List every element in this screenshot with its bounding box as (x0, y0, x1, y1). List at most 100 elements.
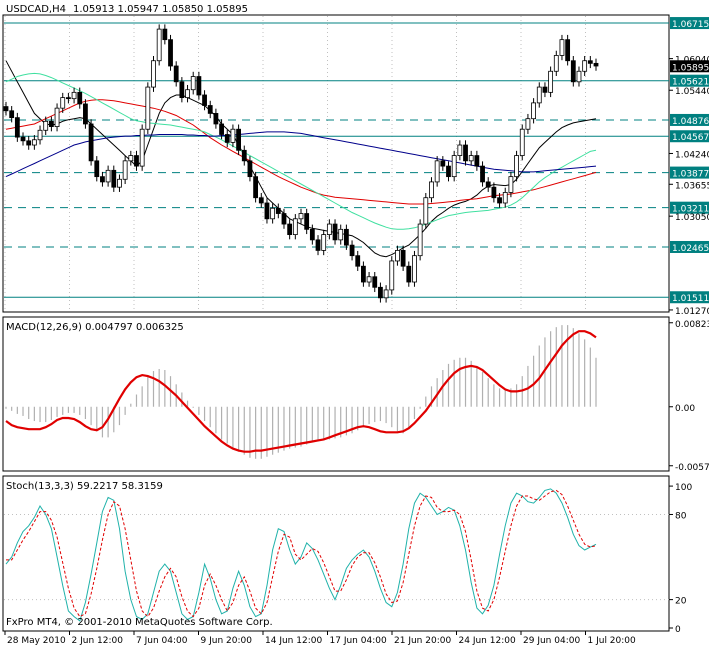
candle-body (247, 160, 253, 178)
candle-body (525, 118, 531, 130)
copyright-text: FxPro MT4, © 2001-2010 MetaQuotes Softwa… (6, 617, 273, 628)
stoch-tick-label: 20 (675, 597, 687, 607)
candle-body (326, 223, 332, 236)
candle-body (309, 228, 315, 241)
stoch-title: Stoch(13,3,3) 59.2217 58.3159 (6, 481, 163, 492)
level-tag (670, 166, 709, 179)
candle-body (343, 228, 349, 246)
candle-body (593, 62, 599, 67)
candle-body (128, 155, 134, 162)
candle-body (332, 223, 338, 241)
level-tag-label: 1.05621 (672, 78, 709, 88)
candle-body (54, 107, 60, 127)
macd-pane: 0.00823 0.00 -0.00578 MACD(12,26,9) 0.0047… (2, 316, 709, 473)
candle-body (292, 218, 298, 236)
candle-body (145, 86, 151, 130)
candle-body (548, 70, 554, 93)
candle-body (219, 123, 224, 135)
candle-body (349, 244, 355, 257)
candle-body (287, 223, 293, 236)
candle-body (412, 255, 417, 283)
time-tick-label: 9 Jun 20:00 (201, 636, 253, 646)
candle-body (60, 97, 66, 109)
chart-ohlc: 1.05913 1.05947 1.05850 1.05895 (73, 4, 248, 15)
macd-plot (5, 325, 597, 459)
price-tick-label: 1.04240 (675, 150, 709, 160)
moving-average-line (5, 131, 597, 178)
candle-body (440, 160, 446, 167)
time-tick-label: 17 Jun 04:00 (330, 636, 387, 646)
price-axis: 1.06715 1.05621 1.04876 1.04567 1.03877 1.032… (669, 17, 709, 317)
candle-body (417, 223, 423, 257)
candle-body (264, 202, 270, 220)
candle-body (213, 113, 219, 125)
candle-body (236, 128, 241, 151)
candle-body (134, 155, 139, 167)
time-tick-label: 14 Jun 12:00 (265, 636, 322, 646)
current-price-tag (670, 60, 709, 73)
price-tick-label: 1.03050 (675, 213, 709, 223)
price-tick-label: 1.03655 (675, 181, 709, 191)
macd-pane-border (2, 316, 670, 472)
candle-body (406, 265, 412, 283)
macd-axis: 0.00823 0.00 -0.00578 (669, 320, 709, 473)
moving-average-line (5, 60, 597, 258)
stoch-signal-line (6, 489, 597, 618)
candle-body (559, 39, 565, 56)
candle-body (258, 197, 264, 204)
level-lines (4, 22, 669, 298)
candle-body (71, 91, 77, 100)
candle-body (485, 181, 491, 188)
candle-body (224, 134, 230, 143)
candle-body (468, 155, 474, 162)
stoch-pane-border (2, 475, 670, 632)
price-tick-label: 1.05440 (675, 87, 709, 97)
candle-body (366, 276, 372, 283)
candle-body (122, 160, 128, 180)
candle-body (497, 197, 502, 204)
candle-body (395, 250, 400, 262)
candle-body (270, 207, 276, 220)
candle-body (100, 176, 105, 183)
candle-body (94, 160, 100, 178)
macd-tick-label: 0.00823 (675, 320, 709, 330)
candle-body (83, 103, 88, 125)
macd-title: MACD(12,26,9) 0.004797 0.006325 (6, 322, 184, 333)
candle-body (196, 76, 202, 96)
candle-body (508, 176, 514, 193)
candle-body (179, 81, 185, 99)
level-tag-label: 1.03877 (672, 170, 709, 180)
candle-body (565, 39, 571, 62)
candle-body (162, 28, 168, 41)
candle-body (14, 117, 20, 138)
candle-body (378, 286, 383, 299)
level-tag (670, 130, 709, 143)
candle-body (361, 265, 366, 283)
candle-body (542, 86, 548, 93)
candle-body (281, 213, 287, 225)
candle-body (315, 239, 321, 251)
candle-body (185, 89, 190, 99)
candle-body (48, 120, 54, 127)
level-tag (670, 201, 709, 214)
candle-body (480, 165, 485, 183)
moving-average-line (5, 99, 597, 205)
time-tick-label: 7 Jun 04:00 (136, 636, 188, 646)
candle-body (66, 97, 71, 100)
candle-body (423, 197, 429, 225)
level-tag (670, 113, 709, 126)
candle-body (9, 110, 15, 119)
candle-body (105, 169, 111, 183)
candle-body (241, 149, 247, 162)
level-tag-label: 1.03211 (672, 205, 709, 215)
current-price-label: 1.05895 (672, 63, 709, 73)
candle-body (321, 234, 327, 251)
candle-body (429, 181, 434, 199)
candle-body (230, 128, 236, 143)
candle-body (298, 213, 304, 220)
time-axis: 28 May 2010 2 Jun 12:00 7 Jun 04:00 9 Jun 2… (4, 631, 636, 646)
time-tick-label: 28 May 2010 (7, 636, 66, 646)
level-tag (670, 291, 709, 304)
candle-body (383, 289, 389, 299)
stoch-plot (4, 488, 669, 622)
